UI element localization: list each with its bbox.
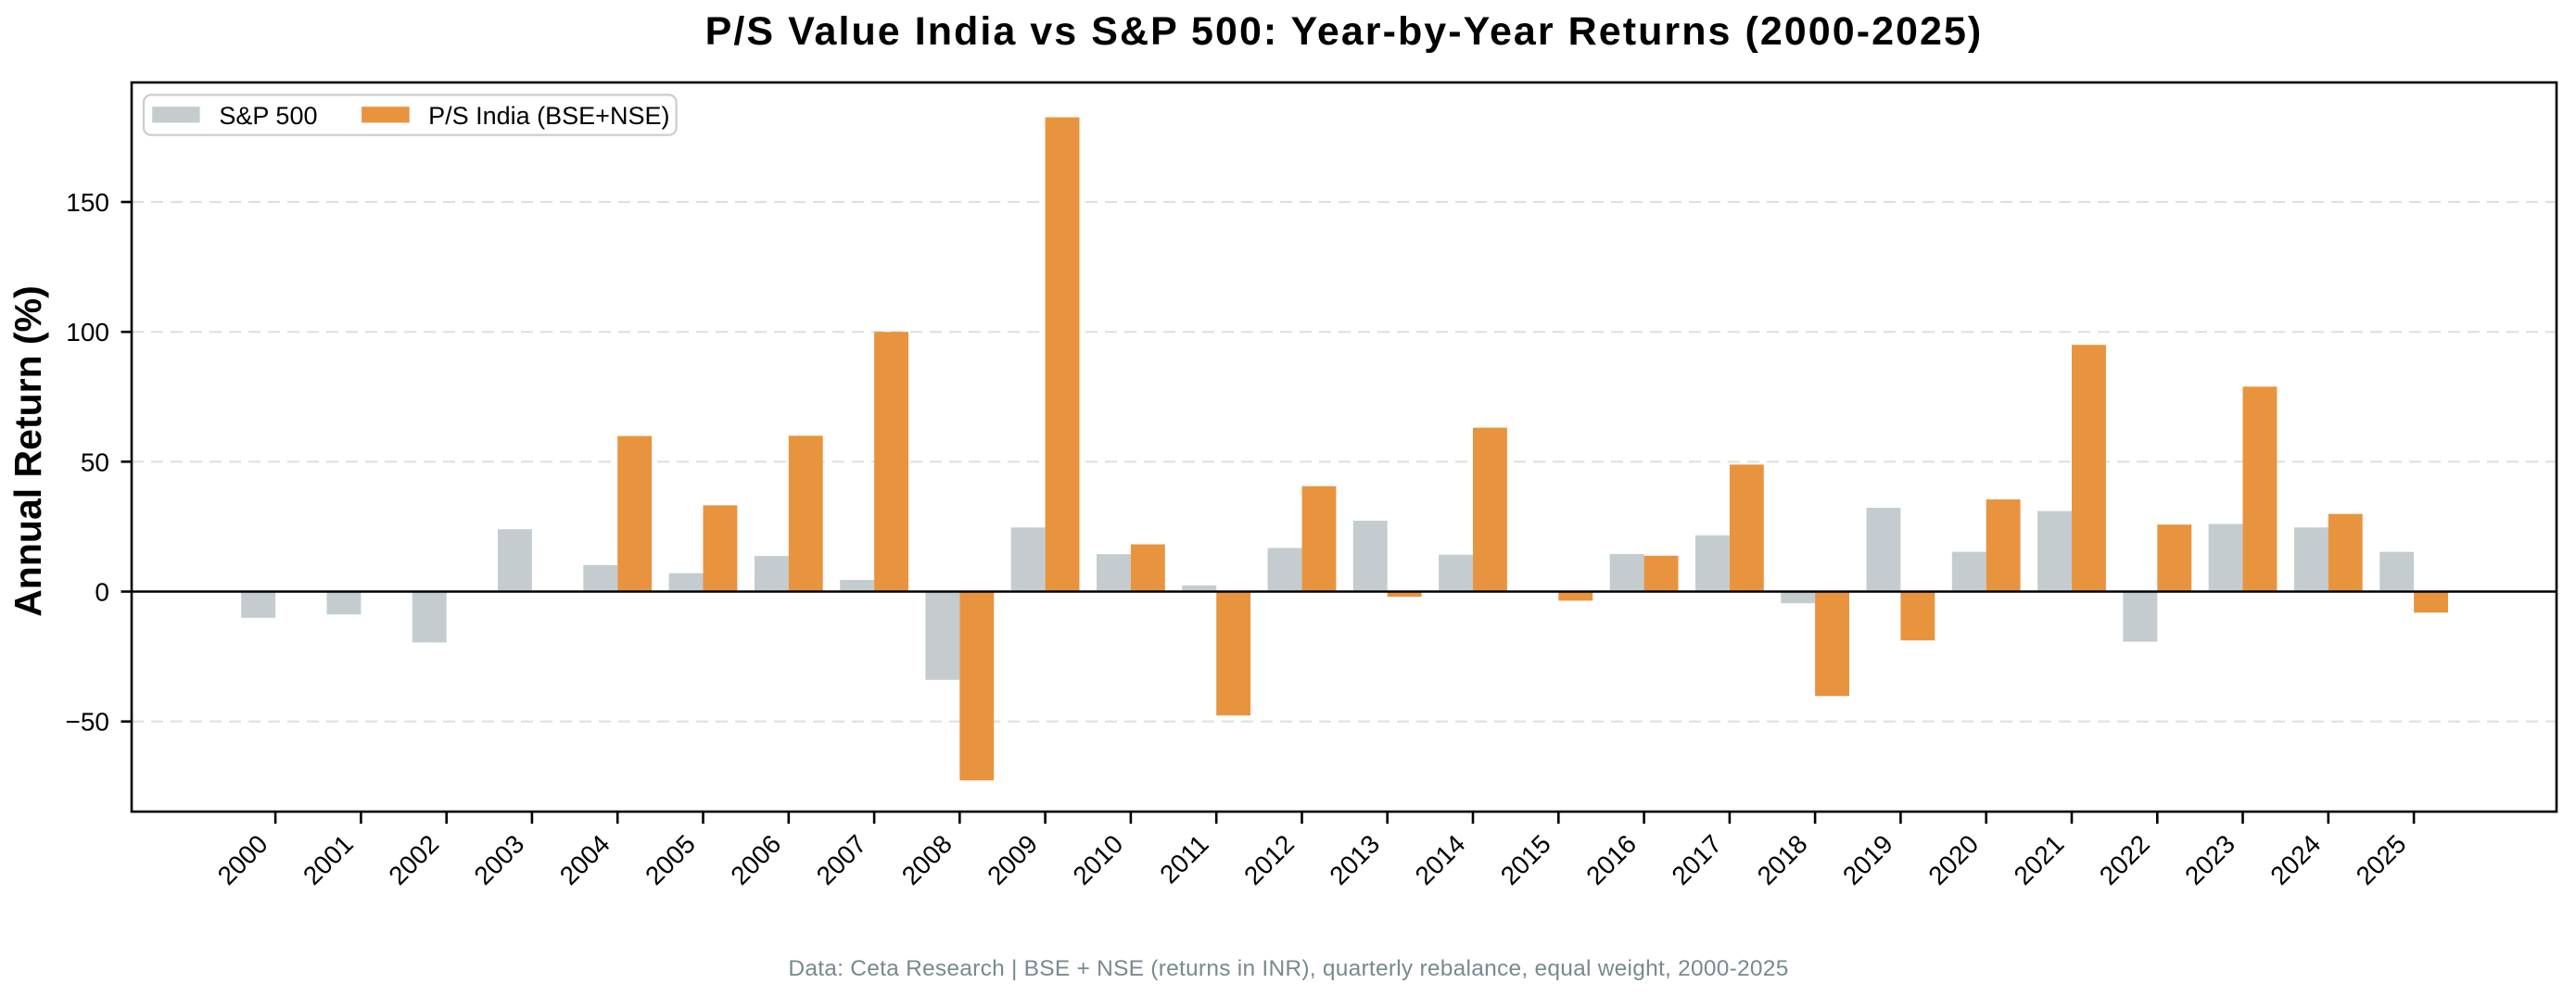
- svg-text:100: 100: [66, 318, 109, 347]
- svg-text:S&P 500: S&P 500: [219, 102, 317, 130]
- svg-text:Data: Ceta Research | BSE + NS: Data: Ceta Research | BSE + NSE (returns…: [788, 956, 1788, 981]
- svg-text:P/S Value India vs S&P 500: Ye: P/S Value India vs S&P 500: Year-by-Year…: [705, 9, 1984, 54]
- svg-text:−50: −50: [66, 708, 110, 737]
- svg-text:50: 50: [81, 448, 109, 476]
- svg-text:0: 0: [95, 578, 109, 607]
- svg-text:150: 150: [66, 188, 109, 217]
- svg-text:P/S India (BSE+NSE): P/S India (BSE+NSE): [428, 102, 669, 130]
- svg-text:Annual Return (%): Annual Return (%): [6, 285, 49, 617]
